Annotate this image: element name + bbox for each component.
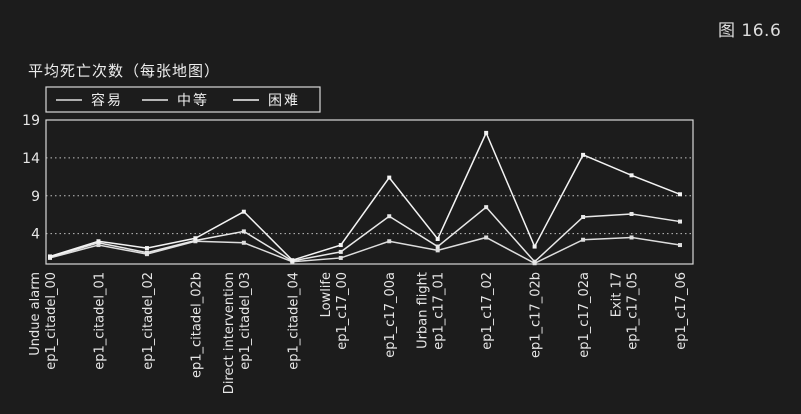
data-point (581, 215, 586, 220)
figure-label: 图 16.6 (718, 21, 782, 41)
data-point (532, 244, 537, 249)
x-tick-label: ep1_citadel_01 (92, 272, 107, 370)
x-tick-label: ep1_c17_02 (480, 272, 495, 350)
x-tick-label: Urban flight (416, 272, 431, 349)
data-point (241, 209, 246, 214)
data-point (387, 214, 392, 219)
series-layer (48, 130, 682, 266)
x-tick-label: ep1_citadel_00 (44, 272, 59, 370)
data-point (435, 244, 440, 249)
data-point (290, 258, 295, 263)
data-point (241, 240, 246, 245)
legend-label: 中等 (177, 92, 209, 109)
x-tick-label: ep1_citadel_04 (286, 272, 301, 370)
data-point (484, 205, 489, 210)
legend-box (45, 86, 321, 113)
data-point (581, 152, 586, 157)
legend-item: 容易 (56, 92, 123, 109)
data-point (678, 192, 682, 197)
data-point (484, 235, 489, 240)
y-tick-label: 19 (22, 113, 40, 129)
data-point (193, 236, 198, 241)
data-point (484, 130, 489, 135)
x-tick-label: Direct intervention (222, 272, 237, 394)
data-point (193, 238, 198, 243)
data-point (338, 249, 343, 254)
series-1 (48, 235, 682, 266)
data-point (629, 211, 634, 216)
x-tick-label: ep1_citadel_03 (238, 272, 253, 370)
legend-item: 中等 (142, 92, 209, 109)
data-point (48, 254, 52, 259)
x-tick-label: ep1_c17_00 (335, 272, 350, 350)
x-tick-label: Undue alarm (28, 272, 43, 356)
data-point (629, 235, 634, 240)
plot-frame (45, 119, 694, 265)
data-point (629, 173, 634, 178)
data-point (338, 243, 343, 248)
x-tick-label: ep1_c17_02b (529, 272, 544, 358)
y-tick-label: 4 (31, 227, 40, 243)
x-tick-label: ep1_citadel_02b (189, 272, 204, 378)
series-line (49, 236, 681, 265)
data-point (338, 255, 343, 260)
legend-item: 困难 (233, 93, 300, 109)
x-tick-label: ep1_citadel_02 (141, 272, 156, 370)
data-point (144, 250, 149, 255)
grid (46, 157, 693, 235)
data-point (678, 243, 682, 248)
series-2 (48, 205, 682, 264)
series-line (49, 206, 681, 263)
x-tick-label: ep1_c17_05 (626, 272, 641, 350)
legend: 容易 中等 困难 (45, 86, 321, 113)
x-tick-label: Exit 17 (610, 272, 625, 317)
x-tick-label: ep1_c17_01 (432, 272, 447, 350)
y-tick-label: 14 (22, 151, 40, 167)
chart-title: 平均死亡次数（每张地图） (28, 62, 221, 80)
data-point (435, 236, 440, 241)
axes (45, 119, 694, 265)
data-point (96, 243, 101, 248)
tick-labels: 4 9 14 19 Undue alarm ep1_citadel_00 ep1_citad… (22, 113, 689, 394)
data-point (96, 239, 101, 244)
y-tick-label: 9 (31, 189, 40, 205)
data-point (435, 248, 440, 253)
data-point (532, 259, 537, 264)
x-tick-label: ep1_c17_06 (674, 272, 689, 350)
legend-label: 困难 (268, 93, 300, 109)
x-tick-label: Lowlife (319, 272, 334, 317)
legend-label: 容易 (91, 92, 123, 109)
data-point (581, 237, 586, 242)
series-3 (48, 130, 682, 263)
x-tick-label: ep1_c17_02a (577, 272, 592, 358)
data-point (387, 175, 392, 180)
series-line (49, 131, 681, 262)
data-point (387, 239, 392, 244)
data-point (144, 246, 149, 251)
data-point (678, 219, 682, 224)
x-tick-label: ep1_c17_00a (383, 272, 398, 358)
data-point (241, 229, 246, 234)
